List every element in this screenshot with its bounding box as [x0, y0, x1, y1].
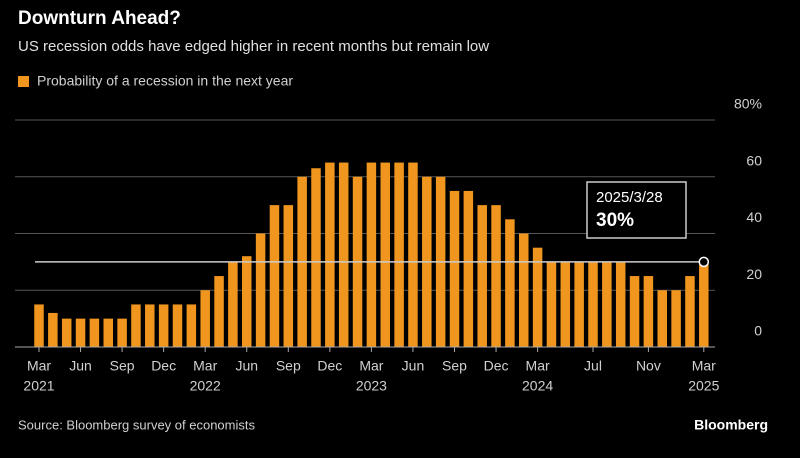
x-tick-label: Sep	[110, 358, 135, 374]
bar	[131, 304, 141, 347]
bar	[48, 312, 58, 347]
bar	[629, 276, 640, 347]
bar	[394, 162, 404, 347]
bar	[283, 205, 294, 347]
x-tick-label: Jun	[235, 358, 258, 374]
bar	[546, 261, 557, 347]
x-tick-label: Nov	[636, 358, 661, 374]
x-tick-label: Jun	[402, 358, 425, 374]
bar	[560, 261, 571, 347]
x-tick-label: Mar	[193, 358, 217, 374]
bar	[338, 162, 349, 347]
bar	[145, 304, 155, 347]
bar	[491, 205, 501, 347]
x-tick-label: Mar	[692, 358, 716, 374]
bar	[242, 256, 252, 347]
bar	[380, 162, 390, 347]
bar	[214, 276, 224, 347]
bar	[449, 190, 460, 347]
x-tick-label: Dec	[484, 358, 509, 374]
bar	[505, 219, 515, 347]
bar	[228, 261, 238, 347]
bar	[172, 304, 183, 347]
bar	[588, 261, 598, 347]
bar	[463, 190, 474, 347]
y-tick-label: 40	[746, 209, 762, 225]
bar	[408, 162, 418, 347]
bar	[75, 318, 86, 347]
bar	[325, 162, 335, 347]
bar	[158, 304, 169, 347]
x-tick-label: Mar	[359, 358, 383, 374]
x-tick-label: Sep	[442, 358, 467, 374]
x-tick-label: Sep	[276, 358, 301, 374]
chart-title: Downturn Ahead?	[18, 8, 181, 29]
bar	[34, 304, 44, 347]
x-tick-label: Jun	[69, 358, 92, 374]
bar	[117, 318, 127, 347]
y-tick-label: 20	[746, 266, 762, 282]
x-year-label: 2024	[522, 378, 553, 394]
chart-subtitle: US recession odds have edged higher in r…	[18, 38, 489, 55]
source: Source: Bloomberg survey of economists	[18, 417, 255, 432]
y-tick-label: 80%	[734, 96, 762, 112]
bar	[574, 261, 584, 347]
x-tick-label: Jul	[584, 358, 602, 374]
bar	[671, 290, 681, 347]
bar	[685, 276, 695, 347]
annotation-date: 2025/3/28	[596, 189, 663, 206]
annotation-marker	[698, 256, 710, 268]
x-tick-label: Dec	[317, 358, 342, 374]
x-year-label: 2023	[356, 378, 387, 394]
y-tick-label: 60	[746, 152, 762, 168]
annotation-box	[586, 181, 687, 239]
annotation-label: 30%	[596, 210, 634, 231]
bar	[699, 261, 709, 347]
bar	[615, 261, 626, 347]
x-year-label: 2025	[688, 378, 719, 394]
bar	[477, 205, 487, 347]
legend-swatch	[18, 76, 29, 87]
y-tick-label: 0	[754, 323, 762, 339]
x-tick-label: Dec	[151, 358, 176, 374]
bar	[186, 304, 197, 347]
bar	[519, 233, 529, 347]
bar	[532, 247, 543, 347]
legend-label: Probability of a recession in the next y…	[37, 73, 293, 89]
bar	[89, 318, 100, 347]
bar	[200, 290, 210, 347]
x-year-label: 2022	[190, 378, 221, 394]
x-tick-label: Mar	[27, 358, 51, 374]
bar	[311, 168, 321, 347]
x-year-label: 2021	[23, 378, 54, 394]
bar	[602, 261, 612, 347]
bar	[61, 318, 72, 347]
bar	[366, 162, 377, 347]
bar	[643, 276, 654, 347]
bar	[269, 205, 280, 347]
brand: Bloomberg	[694, 417, 768, 433]
bar	[657, 290, 667, 347]
bar	[255, 233, 266, 347]
bar	[103, 318, 113, 347]
x-tick-label: Mar	[526, 358, 550, 374]
